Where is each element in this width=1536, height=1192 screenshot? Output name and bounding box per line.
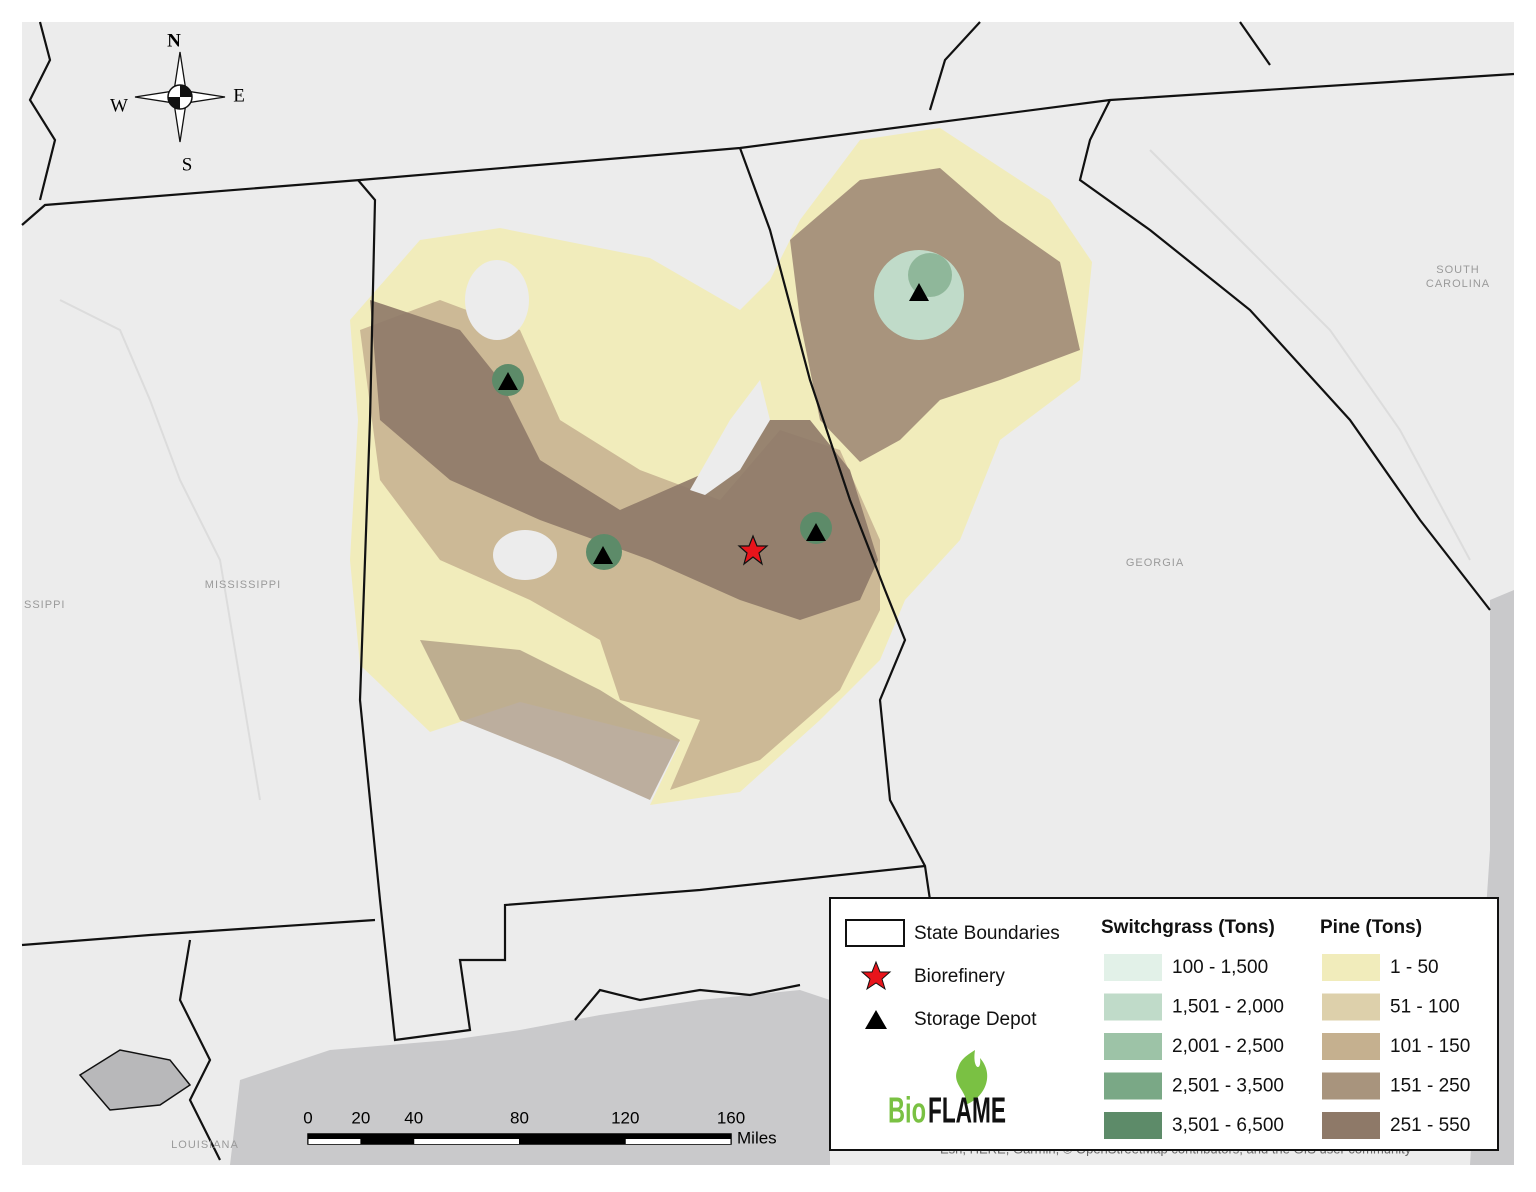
legend-swatch [1322, 954, 1380, 981]
state-boundary [21, 918, 376, 1161]
scale-label: 20 [351, 1108, 370, 1127]
legend-swatch [845, 919, 905, 947]
scale-label: 120 [611, 1108, 639, 1127]
storage-depot [593, 546, 613, 564]
legend-label: 100 - 1,500 [1172, 957, 1268, 978]
scale-label: 40 [404, 1108, 423, 1127]
legend-swatch [1322, 1112, 1380, 1139]
logo-text: FLAME [928, 1090, 1006, 1131]
logo-text: Bio [888, 1090, 926, 1131]
compass-center [168, 85, 192, 109]
gap [493, 530, 557, 580]
legend-title: Switchgrass (Tons) [1101, 917, 1275, 938]
lake [78, 1049, 192, 1111]
state-boundary [28, 21, 1271, 201]
storage-depot [909, 283, 929, 301]
compass: N E S W [110, 30, 245, 175]
water [230, 990, 830, 1165]
legend-label: 151 - 250 [1390, 1076, 1470, 1097]
scale-bar-segment [519, 1134, 626, 1139]
legend-label: Biorefinery [914, 966, 1005, 987]
legend-label: 251 - 550 [1390, 1115, 1470, 1136]
legend-label: 1,501 - 2,000 [1172, 997, 1284, 1018]
gap [465, 260, 529, 340]
place-label: SOUTH [1436, 264, 1480, 276]
state-boundary [357, 179, 926, 1042]
scale-bar-segment [413, 1134, 520, 1139]
legend-swatch [1322, 1072, 1380, 1100]
legend-symbol [865, 1010, 887, 1029]
legend-label: State Boundaries [914, 923, 1060, 944]
legend-label: 101 - 150 [1390, 1036, 1470, 1057]
legend-swatch [1104, 1112, 1162, 1139]
legend-box [829, 897, 1499, 1151]
place-label: LOUISIANA [171, 1139, 239, 1151]
legend-swatch [1322, 1033, 1380, 1060]
pine-region [420, 640, 680, 800]
scale-unit: Miles [737, 1128, 777, 1147]
state-boundary [738, 147, 932, 901]
place-label: SSIPPI [24, 599, 65, 611]
switchgrass-patch [908, 253, 952, 297]
legend-swatch [1104, 1072, 1162, 1100]
legend-swatch [1104, 993, 1162, 1021]
state-boundary [21, 72, 1515, 226]
legend-label: 2,001 - 2,500 [1172, 1036, 1284, 1057]
scale-bar-segment [413, 1139, 520, 1144]
legend-label: 2,501 - 3,500 [1172, 1076, 1284, 1097]
legend-swatch [1322, 993, 1380, 1021]
place-label: MISSISSIPPI [205, 579, 281, 591]
river [1149, 149, 1471, 561]
scale-bar-segment [308, 1139, 361, 1144]
compass-label: N [167, 30, 181, 51]
place-label: CAROLINA [1426, 278, 1490, 290]
coast [574, 983, 801, 1021]
legend-label: 51 - 100 [1390, 997, 1460, 1018]
scale-label: 80 [510, 1108, 529, 1127]
state-boundary [1078, 99, 1491, 611]
scale-bar-segment [519, 1139, 626, 1144]
scale-bar-segment [625, 1134, 731, 1139]
legend-symbol [860, 960, 892, 991]
gap [690, 380, 770, 495]
legend: State Boundaries Biorefinery Storage Dep… [829, 897, 1499, 1151]
scale-bar-segment [360, 1139, 414, 1144]
compass-label: S [182, 154, 193, 175]
scale-label: 160 [717, 1108, 745, 1127]
place-label: GEORGIA [1126, 557, 1184, 569]
legend-swatch [1104, 954, 1162, 981]
scale-bar-segment [625, 1139, 731, 1144]
compass-label: W [110, 95, 128, 116]
biorefinery [737, 534, 769, 566]
storage-depot [806, 523, 826, 541]
legend-label: 3,501 - 6,500 [1172, 1115, 1284, 1136]
legend-swatch [1104, 1033, 1162, 1060]
legend-label: 1 - 50 [1390, 957, 1439, 978]
legend-title: Pine (Tons) [1320, 917, 1422, 938]
scale-bar-segment [360, 1134, 414, 1139]
river [59, 299, 261, 801]
storage-depots [498, 283, 929, 564]
logo-flame [956, 1050, 988, 1105]
scale-bar-segment [308, 1134, 361, 1139]
legend-label: Storage Depot [914, 1009, 1037, 1030]
storage-depot [498, 372, 518, 390]
compass-label: E [233, 85, 245, 106]
scale-label: 0 [303, 1108, 312, 1127]
